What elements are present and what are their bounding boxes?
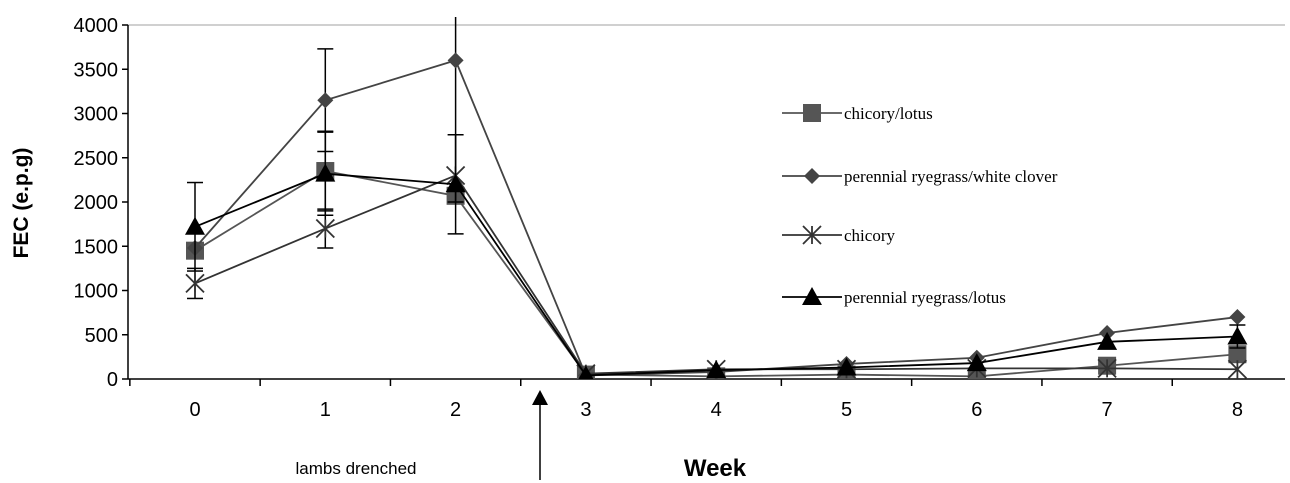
x-tick-label: 6 bbox=[971, 399, 982, 421]
legend-item: perennial ryegrass/white clover bbox=[782, 167, 1058, 186]
series-line bbox=[194, 172, 1238, 377]
x-axis-title: Week bbox=[684, 455, 747, 482]
legend-marker bbox=[802, 225, 822, 245]
series-chicory bbox=[185, 165, 1248, 379]
data-point bbox=[185, 216, 205, 235]
drench-arrow bbox=[532, 390, 548, 480]
series-perennial-ryegrass-lotus bbox=[185, 131, 1248, 379]
data-point bbox=[706, 360, 727, 379]
x-tick-label: 1 bbox=[320, 399, 331, 421]
y-tick-label: 0 bbox=[107, 369, 118, 391]
data-point bbox=[185, 273, 205, 294]
x-tick-label: 7 bbox=[1102, 399, 1113, 421]
series-chicory-lotus bbox=[186, 130, 1247, 379]
data-point bbox=[447, 52, 464, 69]
y-tick-label: 2000 bbox=[74, 192, 119, 214]
x-tick-label: 8 bbox=[1232, 399, 1243, 421]
data-point bbox=[1227, 326, 1248, 345]
axes: 0 500 1000 1500 2000 2500 3000 3500 4000 0 1 2 3 4 5 6 7… bbox=[74, 15, 1285, 421]
data-point bbox=[1097, 331, 1118, 350]
x-tick-label: 4 bbox=[711, 399, 722, 421]
data-point bbox=[315, 218, 335, 239]
data-point bbox=[1228, 345, 1247, 364]
legend-label: perennial ryegrass/lotus bbox=[844, 288, 1006, 307]
y-axis-title: FEC (e.p.g) bbox=[10, 148, 33, 259]
data-point bbox=[1097, 358, 1117, 379]
drench-arrow-head bbox=[532, 390, 548, 405]
y-tick-label: 1500 bbox=[74, 236, 119, 258]
x-tick-label: 5 bbox=[841, 399, 852, 421]
legend-item: perennial ryegrass/lotus bbox=[782, 287, 1006, 307]
y-tick-label: 500 bbox=[85, 325, 118, 347]
x-tick-label: 0 bbox=[189, 399, 200, 421]
y-tick-label: 2500 bbox=[74, 148, 119, 170]
legend-item: chicory bbox=[782, 225, 895, 245]
series-perennial-ryegrass-white-clover bbox=[187, 17, 1246, 379]
y-tick-label: 1000 bbox=[74, 281, 119, 303]
data-point bbox=[836, 357, 857, 376]
legend-marker bbox=[802, 287, 822, 305]
data-point bbox=[317, 92, 334, 109]
data-point bbox=[1229, 309, 1246, 326]
x-tick-label: 2 bbox=[450, 399, 461, 421]
data-point bbox=[578, 365, 594, 379]
legend-label: chicory/lotus bbox=[844, 104, 933, 123]
legend-marker bbox=[804, 168, 820, 184]
legend-item: chicory/lotus bbox=[782, 104, 933, 123]
series-line bbox=[194, 174, 1238, 375]
x-tick-label: 3 bbox=[580, 399, 591, 421]
y-tick-label: 3000 bbox=[74, 104, 119, 126]
y-tick-label: 3500 bbox=[74, 59, 119, 81]
legend-label: perennial ryegrass/white clover bbox=[844, 167, 1058, 186]
data-point bbox=[966, 353, 987, 372]
data-point bbox=[445, 174, 466, 193]
y-tick-label: 4000 bbox=[74, 15, 119, 37]
legend-marker bbox=[803, 104, 821, 122]
series-layer bbox=[185, 17, 1248, 379]
data-point bbox=[315, 163, 336, 182]
lambs-drenched-annotation: lambs drenched bbox=[296, 459, 417, 478]
legend-label: chicory bbox=[844, 226, 895, 245]
data-point bbox=[1227, 359, 1248, 379]
legend: chicory/lotus perennial ryegrass/white cl… bbox=[782, 104, 1058, 307]
